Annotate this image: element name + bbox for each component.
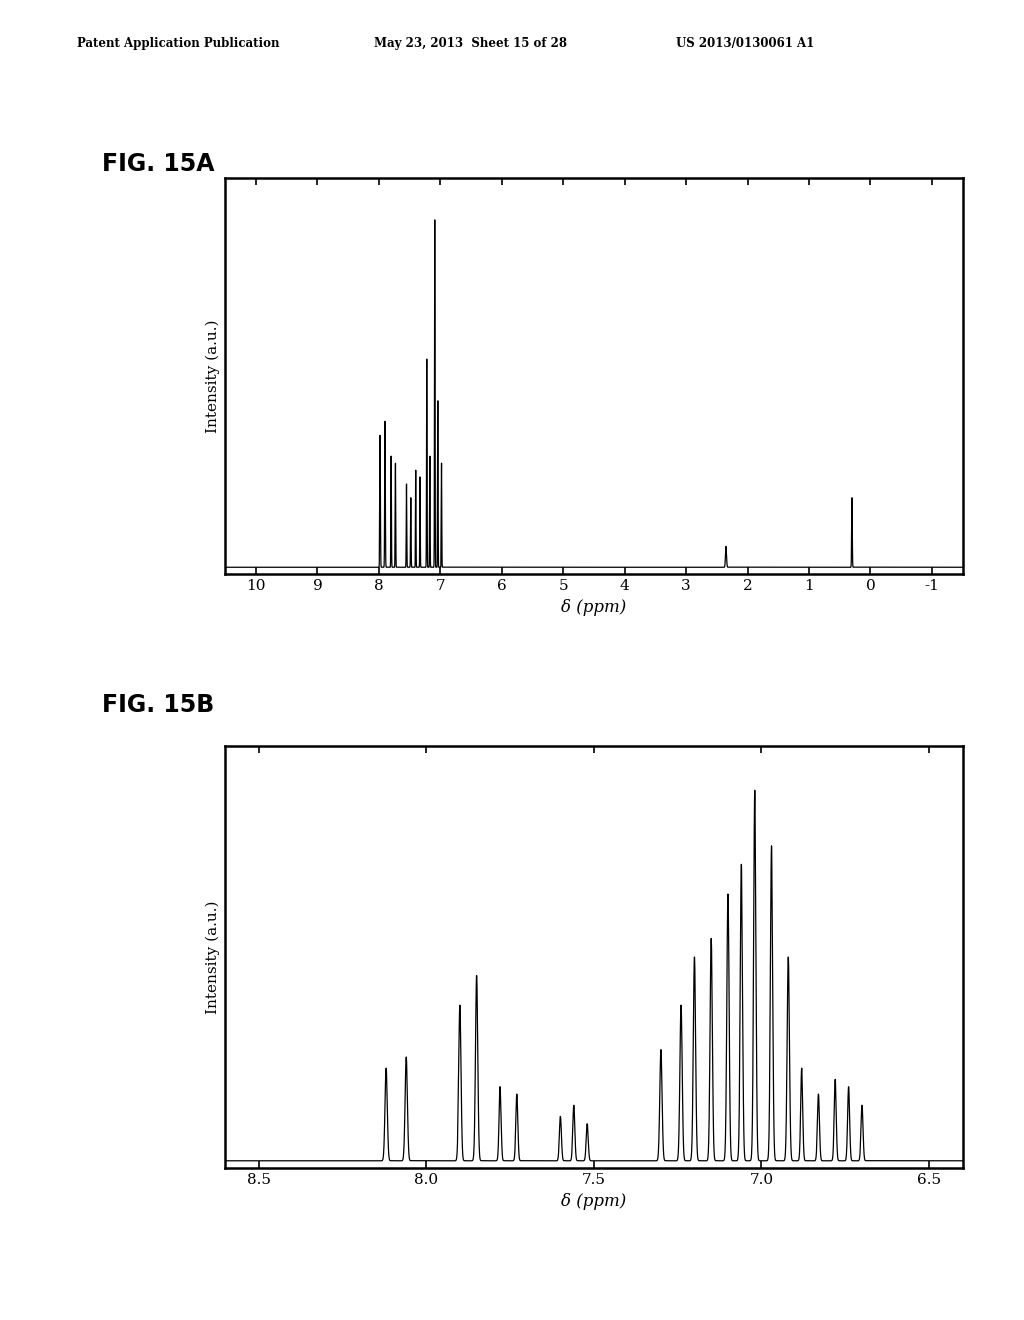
Text: US 2013/0130061 A1: US 2013/0130061 A1 xyxy=(676,37,814,50)
X-axis label: δ (ppm): δ (ppm) xyxy=(561,598,627,615)
Text: FIG. 15A: FIG. 15A xyxy=(102,152,215,176)
Text: FIG. 15B: FIG. 15B xyxy=(102,693,215,717)
Y-axis label: Intensity (a.u.): Intensity (a.u.) xyxy=(206,319,220,433)
Y-axis label: Intensity (a.u.): Intensity (a.u.) xyxy=(206,900,220,1014)
Text: May 23, 2013  Sheet 15 of 28: May 23, 2013 Sheet 15 of 28 xyxy=(374,37,566,50)
Text: Patent Application Publication: Patent Application Publication xyxy=(77,37,280,50)
X-axis label: δ (ppm): δ (ppm) xyxy=(561,1192,627,1209)
